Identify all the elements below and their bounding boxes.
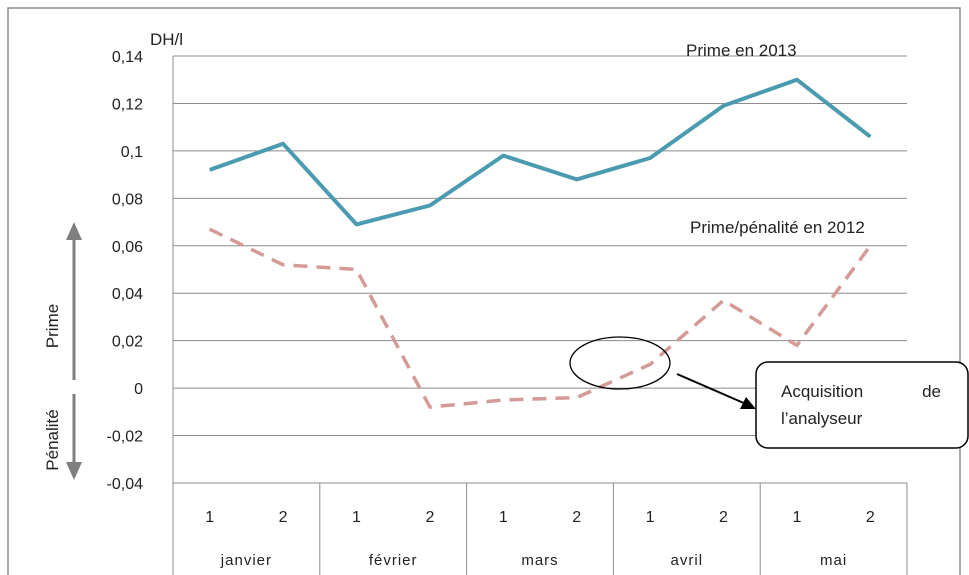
x-tick-label: 1	[792, 509, 801, 526]
x-tick-label: 1	[499, 509, 508, 526]
series-line-0	[209, 77, 872, 227]
x-tick-label: 2	[279, 509, 288, 526]
series-line-1	[208, 227, 872, 409]
series-label-2013: Prime en 2013	[686, 41, 797, 60]
down-arrow-icon	[66, 462, 82, 480]
annotation-line1-end: de	[922, 382, 941, 401]
annotation-arrow-line	[676, 373, 747, 405]
x-group-label: mars	[521, 552, 558, 569]
y-axis-ticks: -0,04 -0,02 0 0,02 0,04 0,06 0,08 0,1 0,12 0,14	[107, 49, 144, 493]
annotation-ellipse	[569, 336, 671, 390]
x-group-label: mai	[820, 552, 847, 569]
annotation-line2: l’analyseur	[781, 409, 863, 428]
annotation-box	[755, 361, 969, 449]
gridlines	[172, 55, 907, 575]
x-group-label: avril	[671, 552, 704, 569]
x-group-label: février	[369, 552, 418, 569]
y-tick-label: 0,02	[112, 334, 143, 351]
x-tick-label: 1	[646, 509, 655, 526]
x-tick-label: 2	[425, 509, 434, 526]
side-label-penalite: Pénalité	[43, 409, 62, 470]
side-indicator: Prime Pénalité	[43, 222, 82, 480]
y-tick-label: 0,04	[112, 286, 143, 303]
y-axis-label: DH/l	[150, 30, 183, 49]
y-tick-label: -0,02	[107, 429, 144, 446]
x-axis: 1 2 1 2 1 2 1 2 1 2 janvier février mars avril mai	[172, 483, 908, 575]
annotation-arrow-head	[740, 397, 756, 409]
x-tick-label: 1	[352, 509, 361, 526]
x-tick-label: 2	[572, 509, 581, 526]
annotation-line1: Acquisition	[781, 382, 863, 401]
x-tick-label: 2	[866, 509, 875, 526]
y-tick-label: 0	[134, 381, 143, 398]
series-label-2012: Prime/pénalité en 2012	[690, 218, 865, 237]
up-arrow-icon	[66, 222, 82, 240]
y-tick-label: 0,06	[112, 239, 143, 256]
series-group	[208, 77, 872, 409]
x-tick-label: 1	[205, 509, 214, 526]
y-tick-label: 0,12	[112, 96, 143, 113]
y-tick-label: 0,14	[112, 49, 143, 66]
side-label-prime: Prime	[43, 304, 62, 348]
y-tick-label: -0,04	[107, 476, 144, 493]
x-group-label: janvier	[220, 552, 272, 569]
chart-border	[7, 7, 961, 575]
y-tick-label: 0,1	[121, 144, 143, 161]
x-tick-label: 2	[719, 509, 728, 526]
y-tick-label: 0,08	[112, 191, 143, 208]
